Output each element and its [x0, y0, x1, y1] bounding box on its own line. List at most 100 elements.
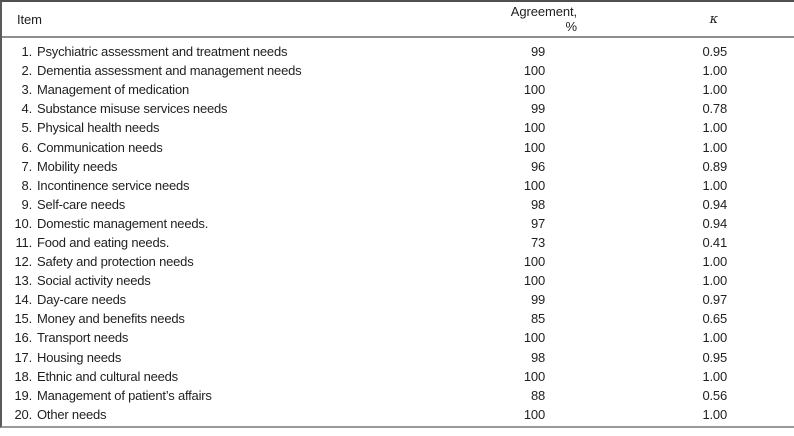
item-label: Domestic management needs.	[37, 215, 209, 231]
table-header-row: Item Agreement, % κ	[2, 2, 794, 38]
item-label: Psychiatric assessment and treatment nee…	[37, 44, 288, 60]
table-row: 13. Social activity needs 100 1.00	[2, 271, 794, 290]
item-cell: 8. Incontinence service needs	[2, 178, 499, 193]
kappa-cell: 1.00	[702, 368, 727, 384]
item-label: Incontinence service needs	[37, 177, 190, 193]
agreement-cell: 99	[530, 101, 545, 117]
agreement-cell: 88	[530, 387, 545, 403]
table-row: 5. Physical health needs 100 1.00	[2, 118, 794, 137]
agreement-cell: 100	[523, 254, 545, 270]
item-label: Mobility needs	[37, 158, 118, 174]
kappa-cell: 0.95	[702, 349, 727, 365]
table-row: 8. Incontinence service needs 100 1.00	[2, 176, 794, 195]
agreement-cell: 73	[530, 234, 545, 250]
item-label: Management of medication	[37, 82, 190, 98]
kappa-cell: 1.00	[702, 273, 727, 289]
kappa-cell: 0.94	[702, 196, 727, 212]
item-cell: 19. Management of patient’s affairs	[2, 388, 499, 403]
table-row: 1. Psychiatric assessment and treatment n…	[2, 42, 794, 61]
agreement-cell: 98	[530, 349, 545, 365]
table-row: 15. Money and benefits needs 85 0.65	[2, 309, 794, 328]
item-number: 4.	[21, 101, 33, 117]
agreement-cell: 96	[530, 158, 545, 174]
item-cell: 7. Mobility needs	[2, 159, 499, 174]
item-number: 7.	[21, 158, 33, 174]
item-number: 6.	[21, 139, 33, 155]
item-label: Substance misuse services needs	[37, 101, 228, 117]
agreement-cell: 97	[530, 215, 545, 231]
kappa-cell: 0.65	[702, 311, 727, 327]
item-label: Management of patient’s affairs	[37, 387, 212, 403]
item-cell: 16. Transport needs	[2, 330, 499, 345]
table-row: 9. Self-care needs 98 0.94	[2, 195, 794, 214]
item-number: 12.	[14, 254, 33, 270]
item-cell: 6. Communication needs	[2, 140, 499, 155]
item-cell: 18. Ethnic and cultural needs	[2, 369, 499, 384]
item-number: 14.	[14, 292, 33, 308]
kappa-cell: 0.95	[702, 44, 727, 60]
item-cell: 14. Day-care needs	[2, 292, 499, 307]
item-number: 11.	[15, 234, 32, 250]
item-label: Money and benefits needs	[37, 311, 185, 327]
item-number: 15.	[14, 311, 33, 327]
item-label: Social activity needs	[37, 273, 151, 289]
item-label: Communication needs	[37, 139, 163, 155]
kappa-cell: 0.97	[702, 292, 727, 308]
column-header-kappa: κ	[709, 11, 719, 27]
item-label: Self-care needs	[37, 196, 126, 212]
kappa-cell: 0.78	[702, 101, 727, 117]
kappa-cell: 1.00	[702, 177, 727, 193]
agreement-cell: 100	[523, 63, 545, 79]
table-row: 7. Mobility needs 96 0.89	[2, 157, 794, 176]
table-row: 2. Dementia assessment and management nee…	[2, 61, 794, 80]
item-label: Housing needs	[37, 349, 122, 365]
agreement-cell: 100	[523, 330, 545, 346]
item-number: 10.	[14, 215, 33, 231]
item-number: 1.	[21, 44, 33, 60]
table-row: 14. Day-care needs 99 0.97	[2, 290, 794, 309]
item-number: 2.	[21, 63, 33, 79]
item-label: Dementia assessment and management needs	[37, 63, 302, 79]
table-row: 16. Transport needs 100 1.00	[2, 328, 794, 347]
item-label: Other needs	[37, 406, 107, 422]
agreement-cell: 100	[523, 368, 545, 384]
kappa-cell: 1.00	[702, 63, 727, 79]
item-number: 16.	[14, 330, 33, 346]
kappa-cell: 0.94	[702, 215, 727, 231]
agreement-cell: 100	[523, 120, 545, 136]
item-number: 5.	[21, 120, 33, 136]
table-row: 6. Communication needs 100 1.00	[2, 137, 794, 156]
item-label: Day-care needs	[37, 292, 126, 308]
kappa-cell: 0.41	[702, 234, 727, 250]
item-label: Ethnic and cultural needs	[37, 368, 178, 384]
item-number: 3.	[21, 82, 33, 98]
agreement-cell: 99	[530, 292, 545, 308]
item-cell: 13. Social activity needs	[2, 273, 499, 288]
kappa-cell: 0.89	[702, 158, 727, 174]
item-cell: 10. Domestic management needs.	[2, 216, 499, 231]
item-label: Physical health needs	[37, 120, 160, 136]
kappa-cell: 1.00	[702, 139, 727, 155]
kappa-cell: 1.00	[702, 254, 727, 270]
agreement-cell: 100	[523, 82, 545, 98]
kappa-cell: 1.00	[702, 330, 727, 346]
item-cell: 15. Money and benefits needs	[2, 311, 499, 326]
item-number: 19.	[14, 387, 33, 403]
kappa-cell: 1.00	[702, 406, 727, 422]
column-header-item: Item	[17, 11, 42, 27]
agreement-cell: 100	[523, 177, 545, 193]
agreement-cell: 98	[530, 196, 545, 212]
item-number: 20.	[14, 406, 33, 422]
agreement-cell: 99	[530, 44, 545, 60]
kappa-cell: 1.00	[702, 82, 727, 98]
table-row: 20. Other needs 100 1.00	[2, 405, 794, 424]
table-row: 11. Food and eating needs. 73 0.41	[2, 233, 794, 252]
item-label: Food and eating needs.	[37, 234, 170, 250]
agreement-cell: 85	[530, 311, 545, 327]
table-row: 10. Domestic management needs. 97 0.94	[2, 214, 794, 233]
table-row: 12. Safety and protection needs 100 1.00	[2, 252, 794, 271]
item-label: Transport needs	[37, 330, 129, 346]
item-cell: 5. Physical health needs	[2, 120, 499, 135]
agreement-cell: 100	[523, 139, 545, 155]
